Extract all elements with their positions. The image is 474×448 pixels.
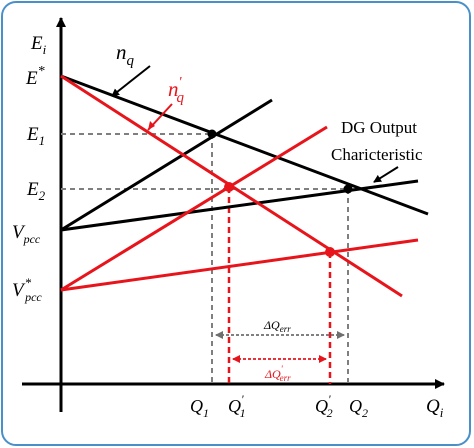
label-nq: nq	[116, 40, 135, 69]
intersection-point-red-2	[325, 247, 335, 257]
dg-output-title-line1: DG Output	[341, 118, 417, 137]
dg-output-line-red	[60, 238, 419, 292]
dg-output-line	[60, 179, 419, 232]
red-guide-lines	[227, 187, 332, 384]
label-vpcc-star: V* pcc	[12, 275, 42, 304]
guide-lines	[61, 133, 349, 384]
label-q2: Q2	[349, 396, 368, 420]
label-nq-prime: n' q	[168, 75, 185, 106]
label-q1-prime: Q' 1	[228, 392, 246, 420]
dg-pointer	[373, 166, 399, 183]
x-axis-label: Qi	[426, 396, 444, 420]
line-thevenin-black	[60, 98, 273, 232]
label-e-star: E*	[25, 64, 45, 89]
nq-droop-line	[60, 74, 429, 216]
dg-output-title-line2: Charicteristic	[331, 145, 423, 164]
label-delta-q-err-prime: ΔQ' err	[264, 364, 291, 383]
y-axis-label: Ei	[30, 33, 47, 57]
label-e2: E2	[26, 179, 46, 203]
label-e1: E1	[26, 124, 45, 148]
line-thevenin-red	[60, 125, 328, 292]
nq-prime-pointer-head	[148, 121, 155, 130]
label-delta-q-err: ΔQerr	[263, 318, 291, 334]
label-q1: Q1	[190, 396, 209, 420]
intersection-point-1	[207, 129, 217, 139]
nq-pointer	[111, 65, 151, 97]
label-vpcc: Vpcc	[12, 222, 41, 246]
label-q2-prime: Q' 2	[315, 392, 333, 420]
intersection-point-2	[343, 184, 353, 194]
intersection-point-red-1	[224, 182, 234, 192]
